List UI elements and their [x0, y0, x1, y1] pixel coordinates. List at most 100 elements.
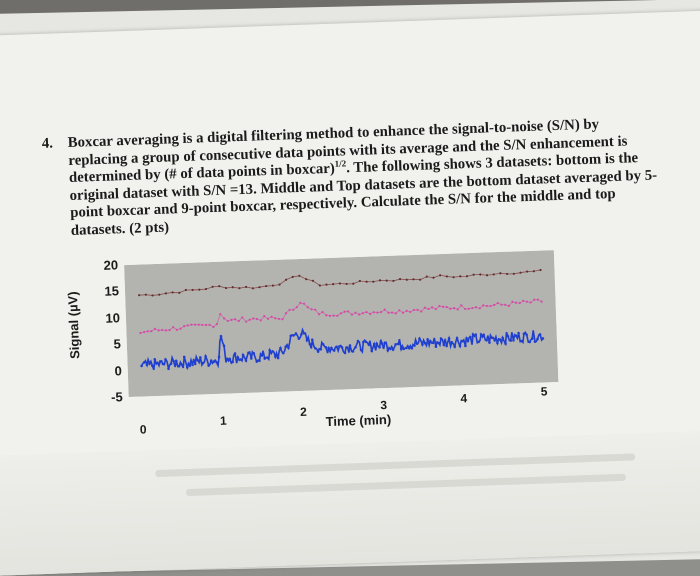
data-point: [429, 339, 432, 343]
data-point: [522, 299, 525, 303]
data-point: [150, 330, 153, 333]
data-point: [299, 301, 302, 304]
data-point: [449, 307, 452, 310]
data-point: [335, 345, 338, 349]
data-point: [265, 284, 268, 288]
data-point: [148, 362, 151, 365]
data-point: [185, 366, 189, 369]
data-point: [398, 309, 401, 312]
show-through-text: [185, 473, 626, 497]
data-point: [314, 308, 317, 311]
data-point: [387, 311, 390, 314]
data-point: [538, 333, 542, 336]
data-point: [407, 346, 411, 350]
data-point: [425, 275, 428, 278]
data-point: [186, 324, 189, 327]
data-point: [258, 359, 261, 363]
data-point: [464, 344, 467, 348]
data-point: [358, 279, 361, 283]
data-point: [496, 301, 499, 305]
data-point: [338, 345, 341, 348]
data-point: [347, 310, 350, 313]
data-point: [394, 312, 397, 315]
data-point: [230, 318, 233, 321]
data-point: [226, 319, 229, 323]
data-point: [356, 339, 360, 343]
data-point: [321, 311, 324, 314]
data-point: [391, 311, 394, 314]
data-point: [420, 310, 423, 313]
data-point: [456, 308, 459, 311]
data-point: [238, 287, 241, 290]
data-point: [383, 308, 386, 311]
data-point: [413, 344, 416, 347]
data-point: [431, 341, 435, 345]
data-point: [241, 353, 245, 357]
data-point: [281, 318, 284, 321]
data-point: [441, 305, 445, 308]
data-point: [405, 278, 408, 281]
data-point: [207, 364, 210, 367]
data-point: [332, 283, 335, 286]
data-point: [536, 298, 539, 301]
data-point: [452, 276, 455, 279]
data-point: [161, 328, 164, 332]
data-point: [219, 334, 223, 338]
data-point: [460, 304, 463, 307]
data-point: [208, 323, 211, 326]
data-point: [540, 300, 543, 303]
data-point: [191, 288, 194, 292]
data-point: [327, 346, 331, 350]
data-point: [258, 286, 261, 289]
data-point: [255, 360, 259, 363]
data-point: [146, 330, 149, 333]
data-point: [321, 343, 325, 346]
data-point: [308, 342, 312, 346]
data-point: [164, 358, 167, 361]
data-point: [277, 317, 281, 321]
y-axis-label: Signal (µV): [64, 291, 83, 360]
data-point: [445, 344, 448, 348]
data-point: [158, 293, 161, 296]
data-point: [251, 287, 254, 290]
data-point: [332, 349, 336, 352]
data-point: [268, 348, 272, 352]
data-point: [302, 302, 306, 305]
data-point: [514, 301, 518, 304]
data-point: [359, 348, 363, 352]
data-point: [324, 346, 328, 349]
data-point: [467, 307, 470, 310]
x-tick-label: 1: [219, 413, 227, 428]
data-point: [252, 317, 255, 320]
data-point: [402, 347, 406, 351]
y-tick-label: 15: [104, 283, 120, 300]
data-point: [394, 343, 397, 346]
data-point: [305, 338, 309, 342]
data-point: [358, 313, 361, 316]
data-point: [525, 333, 528, 337]
data-point: [204, 323, 208, 327]
data-point: [445, 275, 448, 278]
y-tick-label: 5: [113, 336, 122, 352]
data-point: [418, 337, 421, 340]
data-point: [474, 333, 478, 336]
data-point: [364, 340, 368, 344]
data-point: [274, 355, 277, 359]
data-point: [212, 325, 215, 329]
data-point: [434, 307, 437, 311]
data-point: [442, 343, 446, 347]
data-point: [354, 311, 357, 314]
data-point: [345, 282, 348, 286]
data-point: [529, 301, 532, 304]
data-point: [482, 333, 486, 337]
data-point: [279, 346, 282, 350]
data-point: [485, 274, 489, 277]
data-point: [196, 358, 200, 362]
data-point: [244, 359, 248, 362]
x-tick-label: 3: [380, 398, 388, 413]
data-point: [171, 291, 174, 294]
data-point: [375, 342, 379, 345]
data-point: [201, 361, 205, 365]
data-point: [485, 339, 488, 342]
data-point: [172, 326, 175, 329]
